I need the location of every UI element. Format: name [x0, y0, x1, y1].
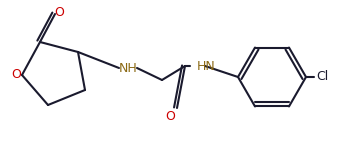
Text: O: O [165, 111, 175, 124]
Text: HN: HN [197, 60, 216, 73]
Text: NH: NH [119, 62, 138, 75]
Text: O: O [11, 69, 21, 82]
Text: O: O [54, 5, 64, 18]
Text: Cl: Cl [316, 71, 328, 84]
